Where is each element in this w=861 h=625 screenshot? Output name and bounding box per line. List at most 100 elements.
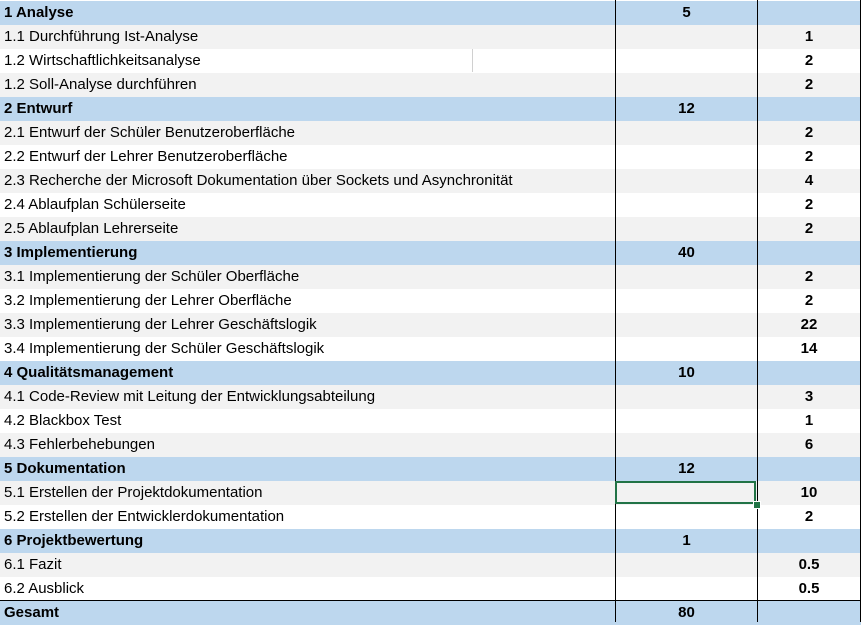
- section-total-cell[interactable]: [616, 337, 757, 361]
- section-total-cell[interactable]: [616, 49, 757, 73]
- hours-cell[interactable]: 14: [800, 340, 818, 357]
- hours-cell[interactable]: 2: [804, 124, 814, 141]
- task-row: 2.4 Ablaufplan Schülerseite 2: [0, 193, 861, 217]
- hours-cell[interactable]: [757, 601, 861, 625]
- section-total-cell[interactable]: [616, 169, 757, 193]
- task-label-cell[interactable]: 5.1 Erstellen der Projektdokumentation: [4, 484, 263, 501]
- hours-cell[interactable]: 4: [804, 172, 814, 189]
- section-header-row: 6 Projektbewertung 1: [0, 529, 861, 553]
- hours-cell[interactable]: 2: [804, 268, 814, 285]
- task-row: 3.4 Implementierung der Schüler Geschäft…: [0, 337, 861, 361]
- task-label-cell[interactable]: 2.1 Entwurf der Schüler Benutzeroberfläc…: [4, 124, 295, 141]
- section-total-cell[interactable]: 10: [678, 364, 695, 381]
- hours-cell[interactable]: [757, 457, 861, 481]
- task-label-cell[interactable]: 6 Projektbewertung: [4, 532, 144, 549]
- hours-cell[interactable]: [757, 1, 861, 25]
- task-row: 4.2 Blackbox Test 1: [0, 409, 861, 433]
- section-total-cell[interactable]: 12: [678, 100, 695, 117]
- hours-cell[interactable]: 22: [800, 316, 818, 333]
- section-total-cell[interactable]: [616, 553, 757, 577]
- section-header-row: Gesamt 80: [0, 601, 861, 625]
- hours-cell[interactable]: 2: [804, 220, 814, 237]
- section-total-cell[interactable]: 12: [678, 460, 695, 477]
- section-total-cell[interactable]: [616, 577, 757, 601]
- section-header-row: 4 Qualitätsmanagement 10: [0, 361, 861, 385]
- section-total-cell[interactable]: [616, 145, 757, 169]
- task-label-cell[interactable]: 3.1 Implementierung der Schüler Oberfläc…: [4, 268, 300, 285]
- section-total-cell[interactable]: [616, 121, 757, 145]
- hours-cell[interactable]: 2: [804, 76, 814, 93]
- section-total-cell[interactable]: 1: [682, 532, 691, 549]
- task-row: 2.1 Entwurf der Schüler Benutzeroberfläc…: [0, 121, 861, 145]
- section-total-cell[interactable]: [616, 193, 757, 217]
- task-label-cell[interactable]: 1.1 Durchführung Ist-Analyse: [4, 28, 199, 45]
- hours-cell[interactable]: [757, 241, 861, 265]
- hours-cell[interactable]: 2: [804, 508, 814, 525]
- task-row: 2.3 Recherche der Microsoft Dokumentatio…: [0, 169, 861, 193]
- section-total-cell[interactable]: [616, 433, 757, 457]
- section-total-cell[interactable]: [616, 313, 757, 337]
- task-row: 2.2 Entwurf der Lehrer Benutzeroberfläch…: [0, 145, 861, 169]
- task-label-cell[interactable]: 5.2 Erstellen der Entwicklerdokumentatio…: [4, 508, 285, 525]
- task-label-cell[interactable]: 3.4 Implementierung der Schüler Geschäft…: [4, 340, 325, 357]
- task-label-cell[interactable]: 3.2 Implementierung der Lehrer Oberfläch…: [4, 292, 292, 309]
- task-row: 5.1 Erstellen der Projektdokumentation 10: [0, 481, 861, 505]
- section-header-row: 3 Implementierung 40: [0, 241, 861, 265]
- hours-cell[interactable]: 10: [800, 484, 818, 501]
- task-label-cell[interactable]: 2.2 Entwurf der Lehrer Benutzeroberfläch…: [4, 148, 288, 165]
- task-row: 1.1 Durchführung Ist-Analyse 1: [0, 25, 861, 49]
- hours-cell[interactable]: 2: [804, 148, 814, 165]
- task-row: 6.1 Fazit 0.5: [0, 553, 861, 577]
- section-total-cell[interactable]: [616, 289, 757, 313]
- section-header-row: 5 Dokumentation 12: [0, 457, 861, 481]
- task-row: 3.2 Implementierung der Lehrer Oberfläch…: [0, 289, 861, 313]
- section-total-cell[interactable]: [616, 73, 757, 97]
- task-row: 6.2 Ausblick 0.5: [0, 577, 861, 601]
- task-label-cell[interactable]: 6.1 Fazit: [4, 556, 62, 573]
- section-total-cell[interactable]: [616, 25, 757, 49]
- section-total-cell[interactable]: [616, 217, 757, 241]
- hours-cell[interactable]: [757, 361, 861, 385]
- task-label-cell[interactable]: 3 Implementierung: [4, 244, 138, 261]
- task-label-cell[interactable]: 1.2 Soll-Analyse durchführen: [4, 76, 197, 93]
- task-label-cell[interactable]: 1 Analyse: [4, 4, 74, 21]
- hours-cell[interactable]: 2: [804, 196, 814, 213]
- task-label-cell[interactable]: 3.3 Implementierung der Lehrer Geschäfts…: [4, 316, 317, 333]
- section-total-cell[interactable]: 40: [678, 244, 695, 261]
- task-label-cell[interactable]: Gesamt: [4, 604, 60, 621]
- column-border: [615, 0, 616, 622]
- hours-cell[interactable]: 3: [804, 388, 814, 405]
- task-label-cell[interactable]: 4.2 Blackbox Test: [4, 412, 122, 429]
- hours-cell[interactable]: 1: [804, 412, 814, 429]
- section-total-cell[interactable]: [616, 385, 757, 409]
- task-label-cell[interactable]: 2.3 Recherche der Microsoft Dokumentatio…: [4, 172, 513, 189]
- hours-cell[interactable]: [757, 97, 861, 121]
- task-label-cell[interactable]: 5 Dokumentation: [4, 460, 126, 477]
- hours-cell[interactable]: 6: [804, 436, 814, 453]
- section-total-cell[interactable]: [616, 265, 757, 289]
- hours-cell[interactable]: [757, 529, 861, 553]
- task-label-cell[interactable]: 6.2 Ausblick: [4, 580, 85, 597]
- task-row: 1.2 Soll-Analyse durchführen 2: [0, 73, 861, 97]
- task-label-cell[interactable]: 2.5 Ablaufplan Lehrerseite: [4, 220, 179, 237]
- task-label-cell[interactable]: 4.1 Code-Review mit Leitung der Entwickl…: [4, 388, 376, 405]
- task-label-cell[interactable]: 1.2 Wirtschaftlichkeitsanalyse: [4, 52, 201, 69]
- task-label-cell[interactable]: 4 Qualitätsmanagement: [4, 364, 174, 381]
- task-label-cell[interactable]: 2 Entwurf: [4, 100, 73, 117]
- hours-cell[interactable]: 0.5: [798, 580, 820, 597]
- section-total-cell[interactable]: [616, 505, 757, 529]
- task-row: 4.3 Fehlerbehebungen 6: [0, 433, 861, 457]
- task-label-cell[interactable]: 2.4 Ablaufplan Schülerseite: [4, 196, 186, 213]
- task-label-cell[interactable]: 4.3 Fehlerbehebungen: [4, 436, 155, 453]
- section-total-cell[interactable]: 80: [678, 604, 695, 621]
- hours-cell[interactable]: 2: [804, 292, 814, 309]
- fill-handle[interactable]: [753, 501, 761, 509]
- section-total-cell[interactable]: [616, 409, 757, 433]
- task-row: 3.1 Implementierung der Schüler Oberfläc…: [0, 265, 861, 289]
- hours-cell[interactable]: 1: [804, 28, 814, 45]
- selected-cell-outline[interactable]: [615, 481, 756, 504]
- section-total-cell[interactable]: 5: [682, 4, 691, 21]
- hours-cell[interactable]: 0.5: [798, 556, 820, 573]
- hours-cell[interactable]: 2: [804, 52, 814, 69]
